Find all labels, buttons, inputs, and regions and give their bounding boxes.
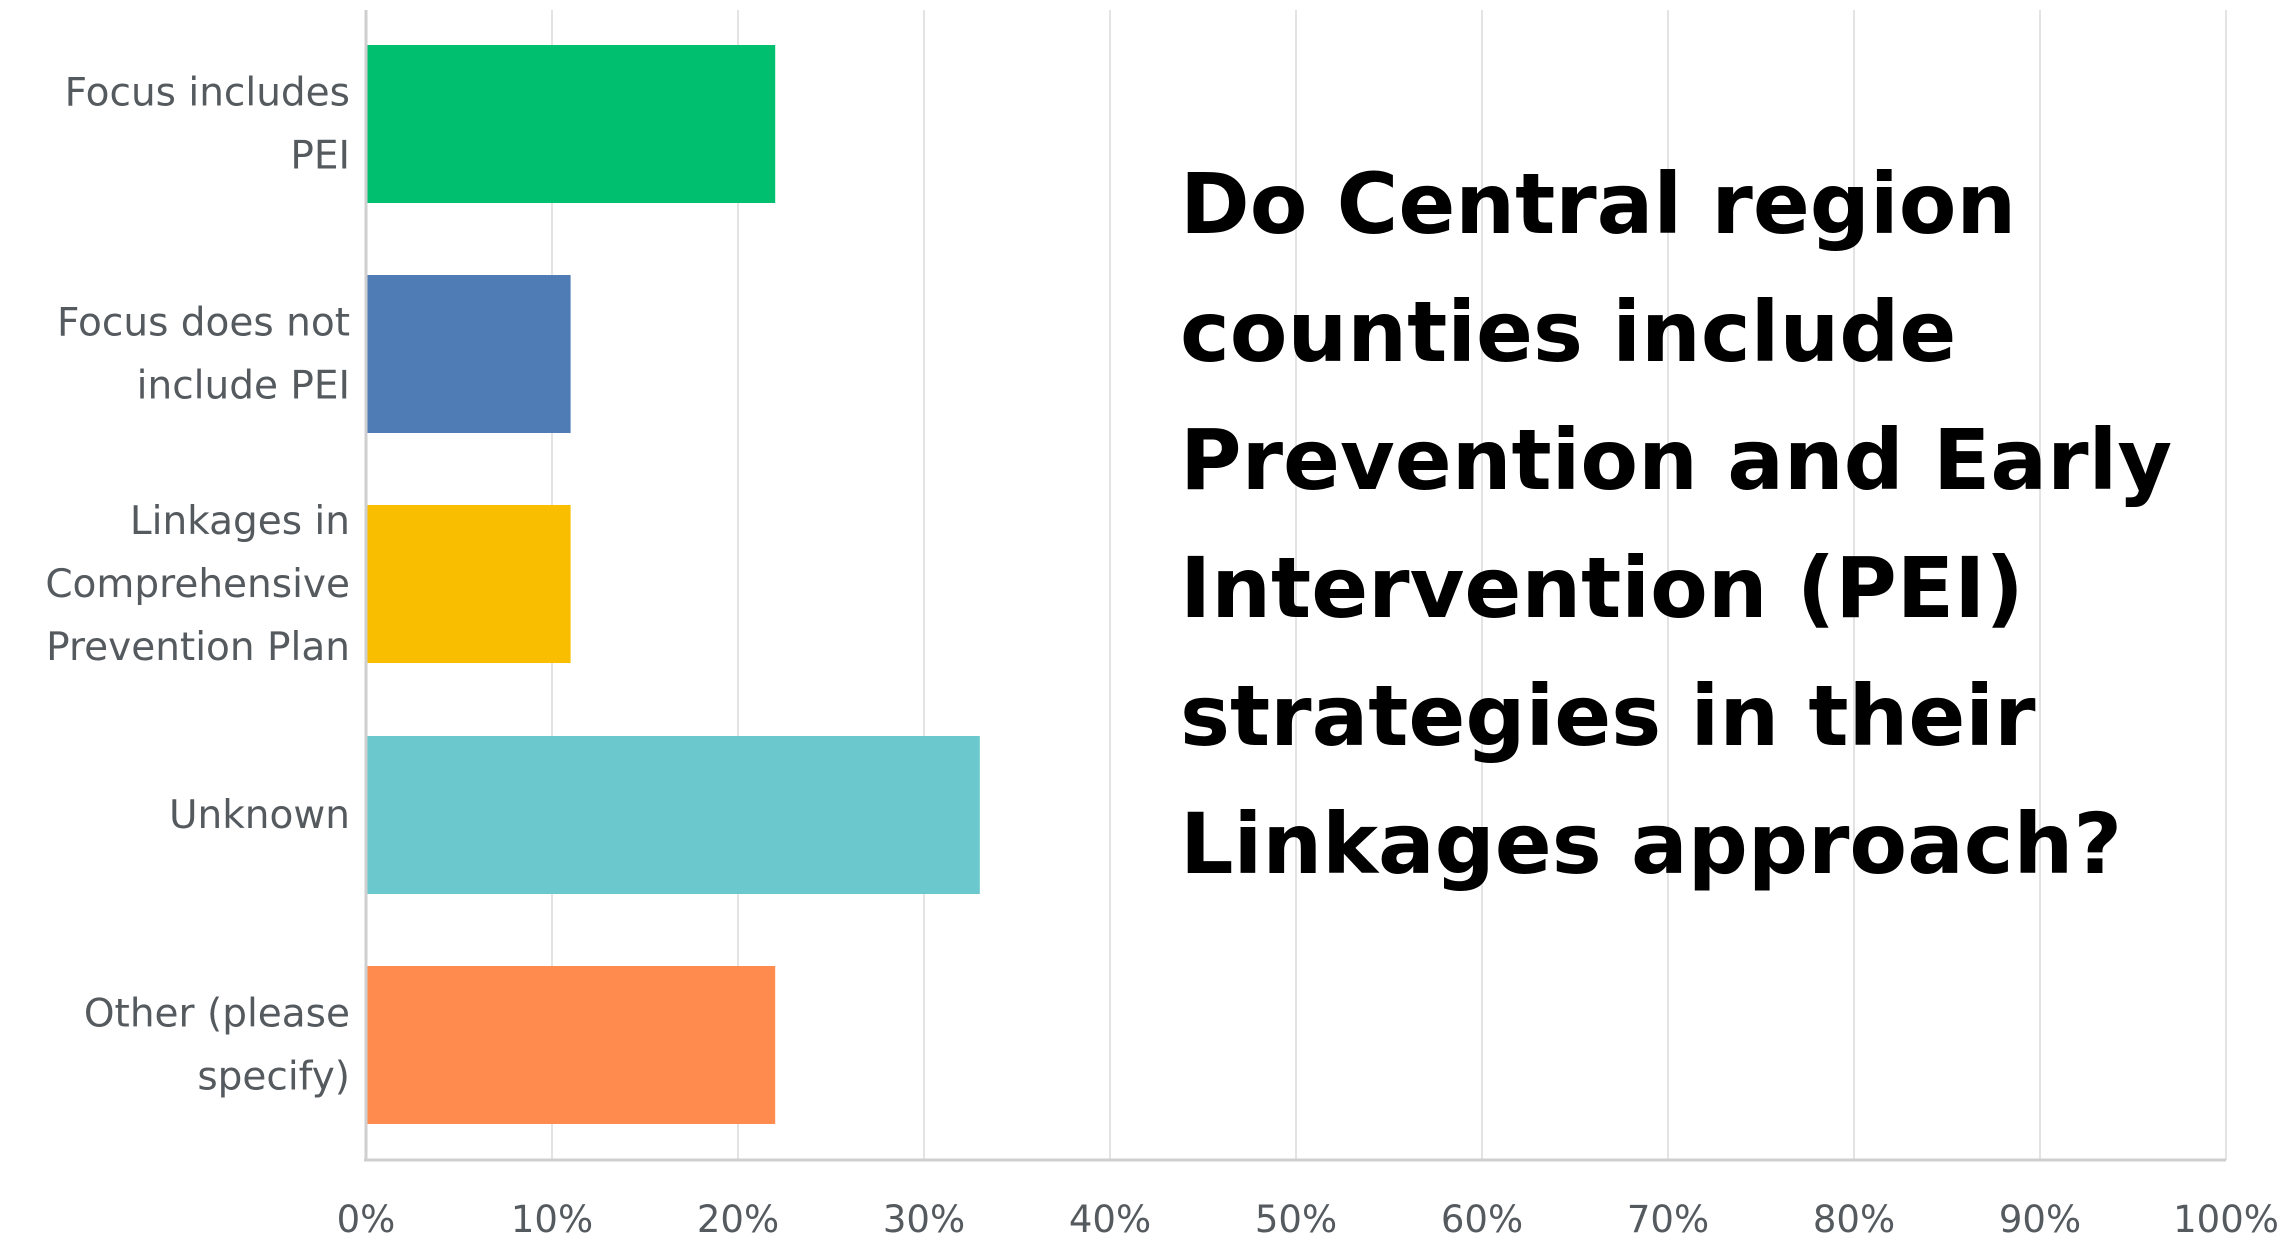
category-label: PEI — [290, 134, 350, 179]
x-tick-label: 80% — [1813, 1198, 1895, 1240]
x-tick-label: 100% — [2173, 1198, 2279, 1240]
category-labels: Focus includes PEI Focus does not include P… — [45, 71, 350, 1100]
category-label: Prevention Plan — [46, 625, 350, 670]
x-tick-label: 10% — [511, 1198, 593, 1240]
category-label: Unknown — [169, 793, 350, 838]
bar — [366, 505, 571, 663]
bar — [366, 45, 776, 203]
category-label: include PEI — [137, 364, 350, 409]
tick-labels: 0% 10% 20% 30% 40% 50% 60% 70% 80% 90% 100% — [337, 1198, 2279, 1240]
bar — [366, 966, 776, 1124]
x-tick-label: 70% — [1627, 1198, 1709, 1240]
category-label: Linkages in — [130, 499, 350, 544]
x-tick-label: 20% — [697, 1198, 779, 1240]
bars — [366, 45, 980, 1124]
x-tick-label: 0% — [337, 1198, 396, 1240]
question-text: Do Central region counties include Preve… — [1180, 140, 2240, 908]
question-line-4: Intervention (PEI) — [1180, 539, 2024, 637]
x-tick-label: 30% — [883, 1198, 965, 1240]
category-label: Focus does not — [57, 301, 350, 346]
x-tick-label: 90% — [1999, 1198, 2081, 1240]
question-line-5: strategies in their — [1180, 667, 2036, 765]
x-tick-label: 60% — [1441, 1198, 1523, 1240]
category-label: Other (please — [84, 992, 350, 1037]
question-line-2: counties include — [1180, 283, 1957, 381]
question-line-6: Linkages approach? — [1180, 795, 2123, 893]
axes — [364, 10, 2226, 1162]
bar — [366, 736, 980, 894]
question-line-1: Do Central region — [1180, 155, 2017, 253]
x-tick-label: 50% — [1255, 1198, 1337, 1240]
x-tick-label: 40% — [1069, 1198, 1151, 1240]
question-line-3: Prevention and Early — [1180, 411, 2173, 509]
bar — [366, 275, 571, 433]
category-label: specify) — [197, 1055, 350, 1100]
category-label: Comprehensive — [45, 562, 350, 607]
category-label: Focus includes — [65, 71, 350, 116]
